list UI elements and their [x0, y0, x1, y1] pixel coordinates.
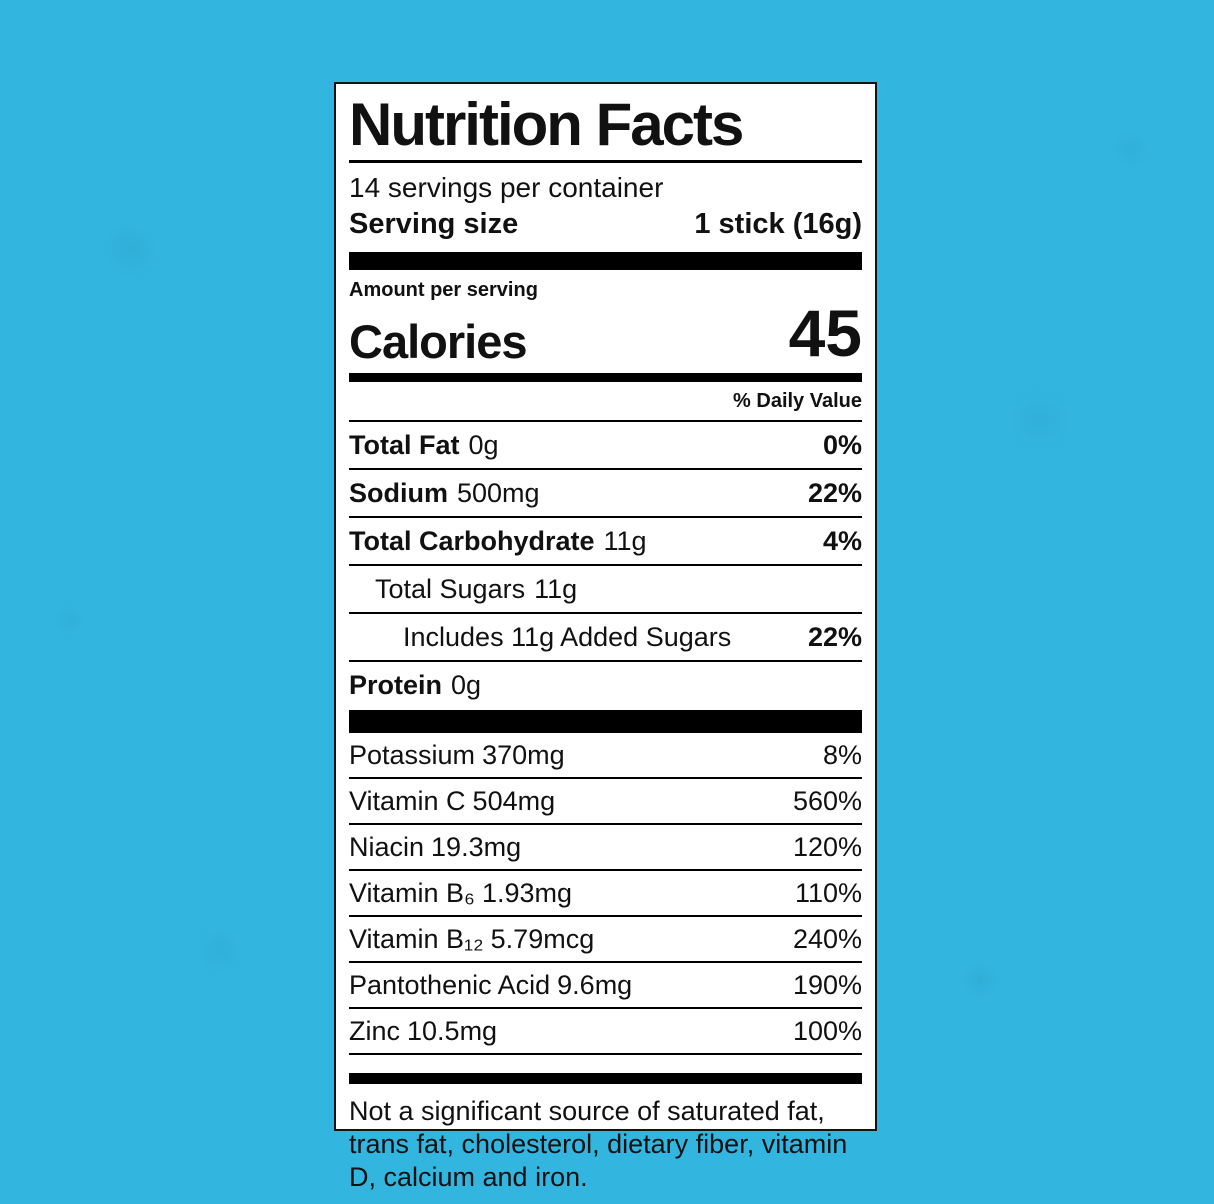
- spacer: [349, 1055, 862, 1073]
- vitamin-row-niacin: Niacin 19.3mg 120%: [349, 825, 862, 872]
- nutrient-amount: 500mg: [457, 478, 540, 509]
- nutrition-facts-label: Nutrition Facts 14 servings per containe…: [334, 82, 877, 1192]
- nutrient-name: Protein: [349, 670, 443, 701]
- serving-size-label: Serving size: [349, 208, 519, 241]
- calories-row: Calories 45: [349, 296, 862, 373]
- vitamin-amount: 19.3mg: [431, 832, 522, 863]
- label-title: Nutrition Facts: [349, 94, 862, 164]
- vitamin-name: Vitamin B₆: [349, 878, 475, 909]
- footnote-text: Not a significant source of saturated fa…: [349, 1096, 848, 1193]
- vitamin-name: Niacin: [349, 832, 425, 863]
- vitamin-dv: 100%: [792, 1016, 862, 1047]
- daily-value-header: % Daily Value: [349, 382, 862, 423]
- nutrient-amount: 11g: [603, 526, 647, 557]
- vitamin-amount: 9.6mg: [557, 970, 633, 1001]
- servings-per-container: 14 servings per container: [349, 172, 664, 204]
- thick-separator-top: [349, 252, 862, 271]
- calories-label: Calories: [349, 315, 527, 369]
- nutrient-name: Sodium: [349, 478, 448, 509]
- nutrient-dv: 0%: [822, 430, 862, 461]
- vitamin-amount: 370mg: [482, 740, 565, 771]
- vitamin-dv: 8%: [822, 740, 862, 771]
- nutrient-name: Total Fat: [349, 430, 460, 461]
- vitamin-amount: 1.93mg: [481, 878, 573, 909]
- vitamin-dv: 190%: [792, 970, 862, 1001]
- vitamin-dv: 560%: [792, 786, 862, 817]
- medium-separator: [349, 373, 862, 383]
- vitamin-amount: 5.79mcg: [490, 924, 595, 955]
- vitamin-row-potassium: Potassium 370mg 8%: [349, 733, 862, 780]
- nutrient-dv: 22%: [807, 478, 862, 509]
- vitamin-row-vitamin-c: Vitamin C 504mg 560%: [349, 779, 862, 826]
- vitamin-name: Potassium: [349, 740, 476, 771]
- vitamin-dv: 120%: [792, 832, 862, 863]
- vitamin-dv: 110%: [794, 878, 862, 909]
- vitamin-name: Vitamin C: [349, 786, 466, 817]
- nutrient-name: Includes 11g Added Sugars: [403, 622, 732, 653]
- nutrient-amount: 0g: [451, 670, 482, 701]
- calories-value: 45: [788, 296, 862, 371]
- nutrient-name: Total Carbohydrate: [349, 526, 595, 557]
- serving-size-value: 1 stick (16g): [694, 208, 862, 241]
- vitamin-amount: 10.5mg: [407, 1016, 498, 1047]
- nutrient-amount: 11g: [534, 574, 578, 605]
- serving-size-row: Serving size 1 stick (16g): [349, 204, 862, 252]
- nutrient-row-protein: Protein 0g: [349, 662, 862, 708]
- vitamin-name: Vitamin B₁₂: [349, 924, 484, 955]
- vitamin-dv: 240%: [792, 924, 862, 955]
- nutrient-dv: 4%: [822, 526, 862, 557]
- nutrient-dv: 22%: [807, 622, 862, 653]
- thick-separator-vitamins: [349, 710, 862, 734]
- nutrient-row-total-fat: Total Fat 0g 0%: [349, 422, 862, 471]
- vitamin-name: Pantothenic Acid: [349, 970, 551, 1001]
- thick-separator-footnote: [349, 1073, 862, 1085]
- vitamin-row-pantothenic-acid: Pantothenic Acid 9.6mg 190%: [349, 963, 862, 1010]
- nutrient-row-added-sugars: Includes 11g Added Sugars 22%: [349, 614, 862, 663]
- vitamin-row-vitamin-b12: Vitamin B₁₂ 5.79mcg 240%: [349, 917, 862, 964]
- nutrient-row-total-sugars: Total Sugars 11g: [349, 566, 862, 615]
- nutrient-amount: 0g: [468, 430, 499, 461]
- nutrient-row-sodium: Sodium 500mg 22%: [349, 470, 862, 519]
- nutrient-name: Total Sugars: [375, 574, 526, 605]
- nutrient-row-total-carbohydrate: Total Carbohydrate 11g 4%: [349, 518, 862, 567]
- vitamin-amount: 504mg: [472, 786, 556, 817]
- amount-per-serving-label: Amount per serving: [349, 279, 538, 302]
- vitamin-name: Zinc: [349, 1016, 401, 1047]
- vitamin-row-vitamin-b6: Vitamin B₆ 1.93mg 110%: [349, 871, 862, 918]
- vitamin-row-zinc: Zinc 10.5mg 100%: [349, 1009, 862, 1056]
